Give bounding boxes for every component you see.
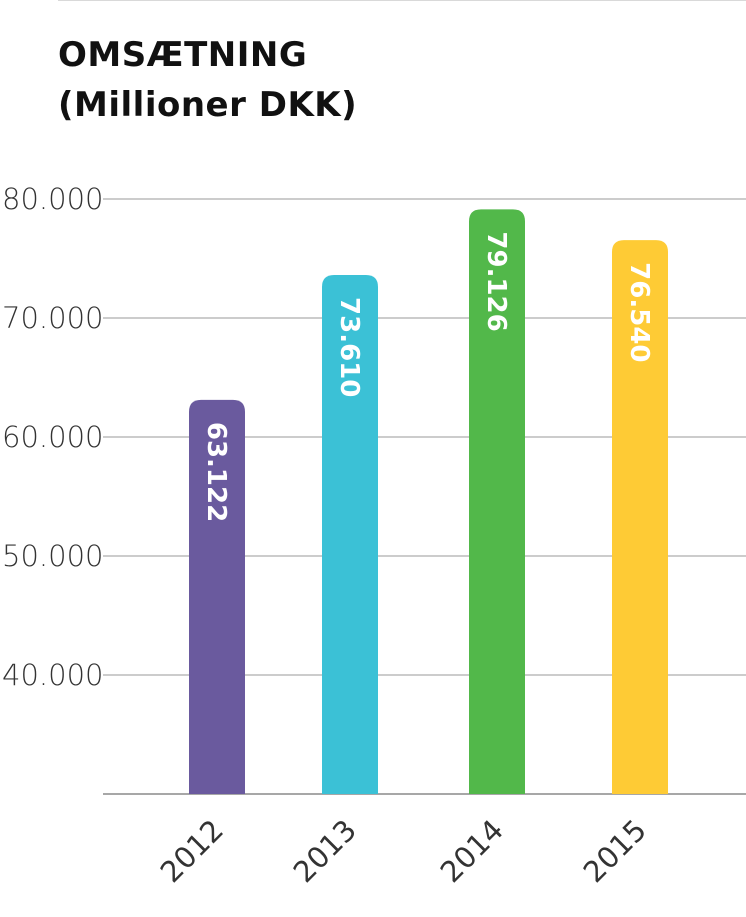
chart-title-line-2: (Millioner DKK) bbox=[58, 85, 358, 125]
bar-2014 bbox=[469, 209, 525, 794]
x-tick-label-2013: 2013 bbox=[287, 813, 363, 889]
x-tick-label-2015: 2015 bbox=[577, 813, 653, 889]
x-tick-label-2014: 2014 bbox=[434, 813, 510, 889]
bar-value-labels: 63.122 73.610 79.126 76.540 bbox=[201, 231, 654, 522]
y-axis-tick-labels: 40.000 50.000 60.000 70.000 80.000 bbox=[2, 182, 103, 692]
y-tick-label-70.000: 70.000 bbox=[2, 301, 103, 335]
y-tick-label-60.000: 60.000 bbox=[2, 420, 103, 454]
bar-value-label-2014: 79.126 bbox=[481, 231, 511, 331]
bar-2015 bbox=[612, 240, 668, 794]
bar-2012 bbox=[189, 399, 245, 794]
bar-2013 bbox=[322, 275, 378, 794]
bar-value-label-2012: 63.122 bbox=[201, 422, 231, 522]
top-rule bbox=[58, 0, 746, 1]
y-tick-label-40.000: 40.000 bbox=[2, 658, 103, 692]
chart-title-line-1: OMSÆTNING bbox=[58, 35, 308, 75]
x-tick-label-2012: 2012 bbox=[154, 813, 230, 889]
y-tick-label-50.000: 50.000 bbox=[2, 539, 103, 573]
bar-value-label-2015: 76.540 bbox=[624, 262, 654, 362]
chart-title: OMSÆTNING (Millioner DKK) bbox=[58, 30, 357, 130]
bars bbox=[189, 209, 668, 794]
y-tick-label-80.000: 80.000 bbox=[2, 182, 103, 216]
bar-value-label-2013: 73.610 bbox=[334, 297, 364, 397]
x-axis-category-labels: 2012 2013 2014 2015 bbox=[154, 813, 653, 889]
